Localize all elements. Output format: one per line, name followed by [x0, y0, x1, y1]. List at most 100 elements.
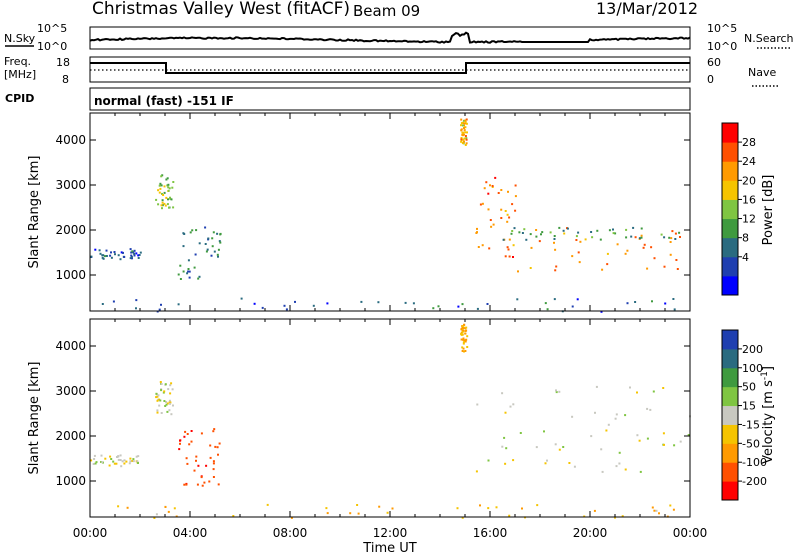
power-cell — [360, 300, 363, 303]
power-cell — [676, 268, 679, 270]
power-cell — [102, 257, 105, 260]
velocity-cell — [461, 350, 464, 352]
power-cell — [166, 203, 169, 206]
power-cell — [98, 249, 101, 252]
power-colorbar-swatch — [722, 142, 738, 162]
velocity-cell — [104, 457, 107, 460]
noise-tick-high-right: 10^5 — [707, 22, 737, 35]
velocity-cell — [137, 462, 139, 464]
power-cell — [161, 199, 164, 202]
power-cell — [177, 303, 180, 306]
power-cell — [187, 268, 190, 270]
velocity-cell — [462, 342, 465, 345]
velocity-cell — [168, 399, 171, 402]
power-colorbar-tick-label: 24 — [742, 155, 756, 168]
velocity-cell — [465, 326, 468, 329]
power-cell — [506, 213, 509, 216]
velocity-cell — [214, 445, 217, 448]
velocity-cell — [131, 460, 134, 462]
power-cell — [130, 255, 133, 258]
velocity-colorbar-tick-label: 200 — [742, 343, 763, 356]
power-cell — [632, 226, 635, 229]
power-cell — [508, 255, 511, 258]
power-cell — [138, 254, 141, 256]
velocity-cell — [200, 476, 203, 479]
power-cell — [483, 187, 486, 190]
velocity-cell — [465, 329, 468, 332]
power-cell — [612, 228, 614, 231]
velocity-cell — [196, 483, 199, 486]
velocity-cell — [169, 392, 172, 395]
power-cell — [213, 250, 216, 253]
power-cell — [460, 138, 463, 141]
velocity-cell — [117, 458, 120, 461]
velocity-cell — [487, 459, 490, 462]
power-cell — [187, 270, 190, 273]
velocity-cell — [121, 460, 124, 463]
power-cell — [179, 278, 182, 280]
power-cell — [674, 232, 677, 235]
power-colorbar-frame — [721, 122, 739, 296]
power-cell — [606, 263, 609, 266]
velocity-cell — [673, 444, 676, 447]
time-tick-label: 04:00 — [173, 526, 208, 540]
power-cell — [460, 124, 462, 127]
power-cell — [195, 229, 198, 232]
power-cell — [132, 251, 135, 254]
power-cell — [612, 232, 615, 235]
velocity-cell — [184, 430, 187, 433]
velocity-colorbar-tick-label: -100 — [742, 456, 767, 469]
power-cell — [135, 299, 138, 302]
velocity-cell — [156, 399, 159, 402]
power-cell — [577, 231, 580, 234]
velocity-cell — [169, 402, 171, 405]
velocity-colorbar-swatch — [722, 330, 738, 350]
power-cell — [679, 236, 681, 238]
velocity-colorbar-label-main: Velocity [m s — [761, 380, 776, 464]
velocity-cell — [100, 461, 103, 463]
power-cell — [182, 270, 185, 273]
power-panel-frame — [89, 112, 691, 312]
nsearch-label: N.Search — [744, 32, 794, 45]
power-cell — [253, 302, 256, 305]
velocity-cell — [554, 443, 557, 446]
power-cell — [653, 257, 656, 260]
velocity-cell — [653, 509, 656, 512]
power-cell — [465, 142, 468, 145]
velocity-cell — [618, 451, 621, 454]
power-cell — [650, 246, 653, 249]
power-cell — [283, 304, 286, 307]
cpid-label: CPID — [5, 92, 34, 105]
velocity-cell — [93, 454, 96, 457]
station-title: Christmas Valley West (fitACF) — [92, 0, 350, 19]
power-cell — [630, 235, 633, 238]
velocity-cell — [378, 505, 381, 508]
velocity-colorbar-swatch — [722, 367, 738, 388]
velocity-panel: 1000 2000 3000 4000 Slant Range [km] — [27, 318, 691, 519]
velocity-cell — [558, 390, 561, 393]
velocity-cell — [216, 446, 219, 449]
velocity-cell — [200, 432, 203, 435]
velocity-cell — [120, 465, 123, 468]
power-cell — [490, 225, 493, 228]
nave-tick-high: 60 — [707, 56, 721, 69]
freq-tick-high: 18 — [56, 56, 70, 69]
velocity-cell — [615, 413, 618, 416]
velocity-cell — [170, 382, 173, 385]
power-cell — [462, 138, 465, 141]
velocity-cell — [571, 415, 574, 418]
power-colorbar-swatch — [722, 275, 738, 296]
power-cell — [465, 122, 468, 125]
power-cell — [206, 248, 209, 251]
velocity-cell — [217, 453, 219, 456]
power-cell — [462, 122, 465, 125]
velocity-cell — [501, 445, 504, 448]
power-cell — [488, 247, 491, 250]
velocity-cell — [170, 413, 173, 416]
power-cell — [562, 229, 565, 232]
power-cell — [544, 302, 547, 305]
velocity-colorbar-tick-label: 50 — [742, 381, 756, 394]
velocity-cell — [185, 483, 188, 486]
power-cell — [646, 267, 649, 270]
